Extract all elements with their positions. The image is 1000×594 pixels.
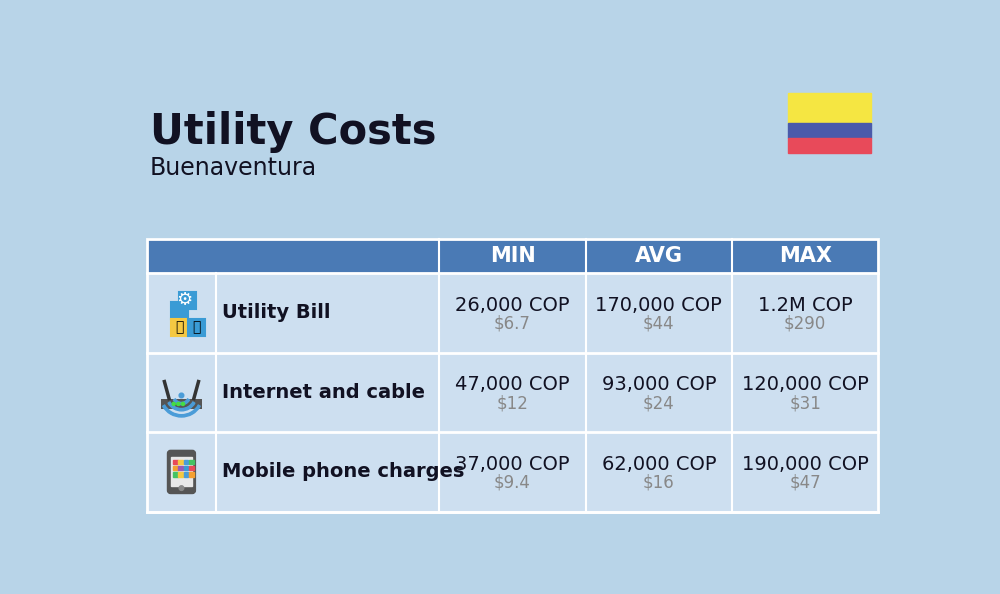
Text: $9.4: $9.4: [494, 474, 531, 492]
Bar: [732, 273, 878, 353]
Bar: [189, 460, 194, 465]
Bar: [216, 432, 439, 511]
Bar: [178, 460, 183, 465]
Text: $44: $44: [643, 315, 675, 333]
Bar: [216, 239, 439, 273]
Bar: [732, 432, 878, 511]
Bar: [178, 472, 183, 476]
Bar: [189, 472, 194, 476]
Bar: [788, 93, 871, 123]
Bar: [586, 239, 732, 273]
Text: $16: $16: [643, 474, 675, 492]
Text: Mobile phone charges: Mobile phone charges: [222, 463, 465, 481]
Bar: [178, 466, 183, 470]
Bar: [216, 353, 439, 432]
Bar: [171, 457, 192, 486]
Bar: [173, 472, 178, 476]
Bar: [173, 460, 178, 465]
Circle shape: [177, 402, 180, 406]
Text: 🚰: 🚰: [192, 320, 200, 334]
Wedge shape: [173, 399, 190, 405]
Bar: [788, 123, 871, 138]
Bar: [189, 466, 194, 470]
Bar: [184, 466, 188, 470]
Bar: [173, 466, 178, 470]
Text: Buenaventura: Buenaventura: [150, 156, 317, 180]
Text: 62,000 COP: 62,000 COP: [602, 455, 716, 474]
Bar: [171, 302, 188, 319]
Bar: [586, 432, 732, 511]
Text: ⚙: ⚙: [176, 292, 193, 309]
Bar: [586, 273, 732, 353]
Bar: [147, 432, 216, 511]
Circle shape: [179, 393, 184, 398]
Text: Utility Costs: Utility Costs: [150, 111, 436, 153]
Bar: [788, 138, 871, 153]
Text: $6.7: $6.7: [494, 315, 531, 333]
Text: 1.2M COP: 1.2M COP: [758, 296, 852, 315]
Bar: [732, 239, 878, 273]
Bar: [216, 273, 439, 353]
Bar: [439, 432, 586, 511]
Text: AVG: AVG: [635, 246, 683, 266]
Text: $31: $31: [789, 394, 821, 412]
Bar: [147, 353, 216, 432]
FancyBboxPatch shape: [168, 450, 195, 494]
Bar: [179, 292, 196, 309]
Bar: [439, 239, 586, 273]
Bar: [184, 460, 188, 465]
Bar: [439, 273, 586, 353]
Text: Utility Bill: Utility Bill: [222, 304, 331, 323]
Text: 190,000 COP: 190,000 COP: [742, 455, 869, 474]
Text: $24: $24: [643, 394, 675, 412]
Bar: [188, 319, 205, 336]
Circle shape: [172, 402, 175, 406]
Text: 37,000 COP: 37,000 COP: [455, 455, 570, 474]
Bar: [171, 319, 188, 336]
Text: $12: $12: [497, 394, 528, 412]
Text: 47,000 COP: 47,000 COP: [455, 375, 570, 394]
Text: Internet and cable: Internet and cable: [222, 383, 425, 402]
Bar: [586, 353, 732, 432]
Text: 26,000 COP: 26,000 COP: [455, 296, 570, 315]
Text: MAX: MAX: [779, 246, 832, 266]
Wedge shape: [168, 402, 195, 411]
Text: 120,000 COP: 120,000 COP: [742, 375, 869, 394]
Bar: [732, 353, 878, 432]
Bar: [147, 273, 216, 353]
Bar: [184, 472, 188, 476]
Text: $47: $47: [789, 474, 821, 492]
Text: MIN: MIN: [490, 246, 535, 266]
Bar: [439, 353, 586, 432]
Wedge shape: [163, 405, 200, 417]
Circle shape: [181, 402, 185, 406]
Circle shape: [179, 486, 184, 491]
Text: 170,000 COP: 170,000 COP: [595, 296, 722, 315]
Bar: [147, 239, 216, 273]
Text: $290: $290: [784, 315, 826, 333]
Bar: [147, 239, 878, 511]
Text: 🔌: 🔌: [175, 320, 183, 334]
Text: 93,000 COP: 93,000 COP: [602, 375, 716, 394]
Bar: [161, 399, 202, 409]
